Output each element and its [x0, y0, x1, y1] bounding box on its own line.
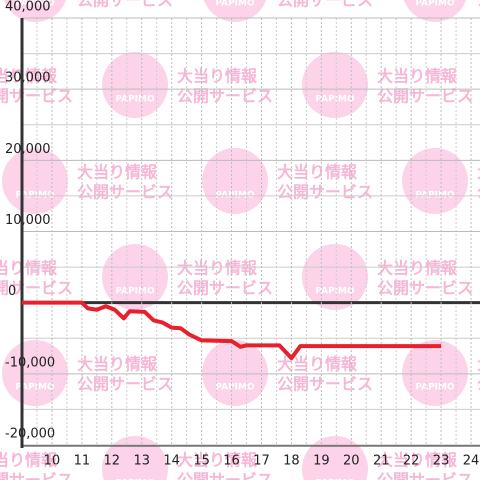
watermark-text: 大当り情報	[277, 163, 358, 182]
watermark-logo	[102, 436, 168, 480]
watermark-brand: PAPIMO	[15, 383, 55, 393]
watermark-text: 公開サービス	[477, 0, 480, 10]
watermark-text: 公開サービス	[77, 0, 173, 10]
watermark-brand: PAPIMO	[115, 95, 155, 105]
watermark-text: 大当り情報	[477, 355, 480, 374]
watermark-text: 大当り情報	[477, 163, 480, 182]
watermark-text: 公開サービス	[77, 183, 173, 202]
watermark-text: 大当り情報	[177, 259, 258, 278]
watermark-text: 公開サービス	[477, 375, 480, 394]
x-tick-label: 13	[133, 454, 150, 469]
watermark-text: 大当り情報	[377, 259, 458, 278]
x-tick-label: 18	[283, 454, 300, 469]
watermark-text: 公開サービス	[0, 471, 73, 480]
y-tick-label: 40,000	[5, 0, 51, 15]
watermark-text: 公開サービス	[77, 375, 173, 394]
y-tick-label: 20,000	[5, 142, 51, 157]
watermark-brand: PAPIMO	[415, 0, 455, 9]
x-tick-label: 14	[163, 454, 180, 469]
y-tick-label: -10,000	[5, 355, 55, 370]
watermark-brand: PAPIMO	[315, 479, 355, 480]
data-line	[22, 300, 442, 361]
x-tick-label: 20	[343, 454, 360, 469]
x-tick-label: 21	[373, 454, 390, 469]
watermark-text: 公開サービス	[277, 0, 373, 10]
watermark-text: 公開サービス	[177, 279, 273, 298]
watermark-logo	[3, 0, 67, 22]
watermark-text: 大当り情報	[77, 163, 158, 182]
y-tick-label: 30,000	[5, 71, 51, 86]
watermark-logo	[2, 340, 68, 406]
x-tick-label: 12	[104, 454, 121, 469]
watermark-logo	[402, 148, 468, 214]
y-tick-label: 0	[8, 284, 16, 299]
watermark-logo	[302, 244, 368, 310]
watermark-text: 大当り情報	[0, 67, 58, 86]
watermark-text: 公開サービス	[277, 375, 373, 394]
watermark-text: 大当り情報	[0, 259, 58, 278]
x-tick-label: 22	[403, 454, 420, 469]
watermark-brand: PAPIMO	[115, 479, 155, 480]
watermark-logo	[102, 244, 168, 310]
watermark-logo	[2, 148, 68, 214]
watermark-text: 公開サービス	[377, 87, 473, 106]
watermark-text: 公開サービス	[477, 183, 480, 202]
watermark-text: 公開サービス	[277, 183, 373, 202]
watermark-text: 大当り情報	[0, 451, 58, 470]
y-tick-label: 10,000	[5, 213, 51, 228]
watermark-logo	[302, 52, 368, 118]
watermark-logo	[302, 436, 368, 480]
watermark-logo	[202, 340, 268, 406]
watermark-text: 公開サービス	[0, 87, 73, 106]
x-tick-label: 24	[463, 454, 480, 469]
watermark-text: 大当り情報	[177, 451, 258, 470]
x-tick-label: 23	[433, 454, 450, 469]
x-tick-label: 15	[193, 454, 210, 469]
watermark-logo	[402, 340, 468, 406]
watermark-logo	[203, 0, 267, 22]
watermark-brand: PAPIMO	[15, 0, 55, 9]
watermark-brand: PAPIMO	[215, 383, 255, 393]
watermark-text: 大当り情報	[277, 355, 358, 374]
watermark-text: 大当り情報	[377, 451, 458, 470]
watermark-text: 公開サービス	[177, 87, 273, 106]
x-tick-label: 10	[44, 454, 61, 469]
watermark-logo	[202, 148, 268, 214]
watermark-brand: PAPIMO	[115, 287, 155, 297]
watermark-logo	[403, 0, 467, 22]
watermark-text: 大当り情報	[77, 355, 158, 374]
x-tick-label: 11	[74, 454, 91, 469]
watermark-brand: PAPIMO	[415, 383, 455, 393]
watermark-text: 公開サービス	[177, 471, 273, 480]
x-tick-label: 16	[223, 454, 240, 469]
watermark-text: 公開サービス	[377, 279, 473, 298]
watermark-brand: PAPIMO	[315, 95, 355, 105]
watermark-text: 公開サービス	[0, 279, 73, 298]
y-tick-label: -20,000	[5, 427, 55, 442]
x-tick-label: 19	[313, 454, 330, 469]
watermark-brand: PAPIMO	[315, 287, 355, 297]
watermark-text: 大当り情報	[377, 67, 458, 86]
watermark-text: 公開サービス	[377, 471, 473, 480]
watermark-text: 大当り情報	[177, 67, 258, 86]
x-tick-label: 17	[253, 454, 270, 469]
watermark-brand: PAPIMO	[215, 0, 255, 9]
watermark-logo	[102, 52, 168, 118]
